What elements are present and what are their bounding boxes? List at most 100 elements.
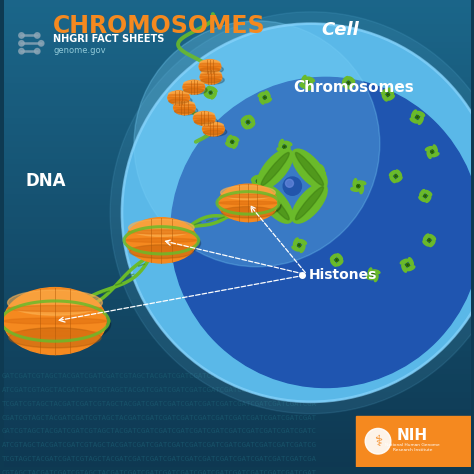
Circle shape xyxy=(35,33,40,38)
Ellipse shape xyxy=(330,254,337,260)
Text: TCGATCGTAGCTACGATCGATCGTAGCTACGATCGATCGATCGATCGATCGATCGATCGATCGATCGATCGA: TCGATCGTAGCTACGATCGATCGTAGCTACGATCGATCGA… xyxy=(2,401,317,407)
Circle shape xyxy=(35,48,40,54)
Bar xyxy=(4,128,471,134)
Ellipse shape xyxy=(194,120,214,122)
Circle shape xyxy=(347,82,350,84)
Ellipse shape xyxy=(366,276,374,280)
Ellipse shape xyxy=(360,185,364,194)
Ellipse shape xyxy=(200,70,222,84)
Bar xyxy=(4,198,471,204)
Ellipse shape xyxy=(169,97,192,105)
Ellipse shape xyxy=(295,153,324,185)
Bar xyxy=(4,34,471,41)
Ellipse shape xyxy=(203,126,223,127)
Ellipse shape xyxy=(293,238,298,246)
Bar xyxy=(4,373,471,379)
Ellipse shape xyxy=(227,135,232,142)
Ellipse shape xyxy=(388,95,394,100)
Bar xyxy=(4,227,471,233)
Ellipse shape xyxy=(429,235,436,240)
Ellipse shape xyxy=(193,111,215,125)
Ellipse shape xyxy=(257,182,264,187)
Circle shape xyxy=(134,21,380,267)
Text: CGATCGTAGCTACGATCGATCGTAGCTACGATCGATCGATCGATCGATCGATCGATCGATCGATCGATCGAT: CGATCGTAGCTACGATCGATCGTAGCTACGATCGATCGAT… xyxy=(2,415,317,420)
Bar xyxy=(4,285,471,292)
Bar xyxy=(4,337,471,344)
Ellipse shape xyxy=(220,194,275,198)
Bar xyxy=(4,361,471,368)
Ellipse shape xyxy=(351,188,359,191)
Circle shape xyxy=(256,180,259,182)
Circle shape xyxy=(357,184,360,188)
Bar xyxy=(4,151,471,157)
Bar xyxy=(4,81,471,88)
Ellipse shape xyxy=(410,118,418,123)
Bar xyxy=(4,238,471,245)
Ellipse shape xyxy=(390,171,396,176)
Ellipse shape xyxy=(3,304,111,344)
Bar xyxy=(4,232,471,239)
Circle shape xyxy=(406,264,409,266)
Ellipse shape xyxy=(433,145,437,152)
Ellipse shape xyxy=(211,92,216,99)
Ellipse shape xyxy=(292,149,327,189)
Circle shape xyxy=(386,93,389,96)
Bar xyxy=(4,244,471,251)
Ellipse shape xyxy=(337,254,343,260)
Ellipse shape xyxy=(417,111,425,117)
Ellipse shape xyxy=(242,122,248,129)
Bar xyxy=(4,262,471,268)
Ellipse shape xyxy=(199,60,221,73)
Ellipse shape xyxy=(174,101,194,107)
Ellipse shape xyxy=(201,79,221,82)
Ellipse shape xyxy=(299,239,307,244)
Circle shape xyxy=(283,177,301,195)
Ellipse shape xyxy=(300,84,308,88)
Ellipse shape xyxy=(194,120,214,124)
Ellipse shape xyxy=(200,76,222,78)
Bar xyxy=(4,460,471,467)
Ellipse shape xyxy=(259,97,264,104)
Ellipse shape xyxy=(210,87,217,92)
Ellipse shape xyxy=(419,197,426,201)
Text: NHGRI FACT SHEETS: NHGRI FACT SHEETS xyxy=(53,35,164,45)
Ellipse shape xyxy=(420,190,425,196)
Ellipse shape xyxy=(169,94,189,96)
Bar xyxy=(4,145,471,152)
Bar xyxy=(4,168,471,175)
Ellipse shape xyxy=(248,115,255,122)
Bar xyxy=(4,273,471,280)
Bar xyxy=(4,454,471,461)
Bar xyxy=(4,17,471,23)
Bar xyxy=(4,116,471,123)
Ellipse shape xyxy=(173,101,195,115)
Text: DNA: DNA xyxy=(26,172,66,190)
Bar xyxy=(4,92,471,99)
Bar xyxy=(4,326,471,333)
Bar xyxy=(4,425,471,432)
Ellipse shape xyxy=(204,130,223,135)
Text: National Human Genome
Research Institute: National Human Genome Research Institute xyxy=(385,443,440,452)
Ellipse shape xyxy=(411,110,417,118)
Ellipse shape xyxy=(174,105,194,106)
Bar xyxy=(4,390,471,397)
Ellipse shape xyxy=(368,268,372,275)
Circle shape xyxy=(318,170,320,173)
Ellipse shape xyxy=(169,100,189,101)
Ellipse shape xyxy=(388,88,393,95)
Bar xyxy=(4,349,471,356)
Bar xyxy=(4,110,471,117)
Ellipse shape xyxy=(279,139,283,147)
Ellipse shape xyxy=(241,116,248,122)
Ellipse shape xyxy=(349,82,354,89)
Bar xyxy=(4,11,471,18)
Bar xyxy=(4,22,471,29)
Ellipse shape xyxy=(203,131,223,132)
Ellipse shape xyxy=(169,91,189,97)
Circle shape xyxy=(19,41,24,46)
Ellipse shape xyxy=(226,143,233,147)
Bar xyxy=(4,174,471,181)
Bar xyxy=(4,396,471,402)
Bar xyxy=(4,291,471,298)
Ellipse shape xyxy=(390,176,395,182)
